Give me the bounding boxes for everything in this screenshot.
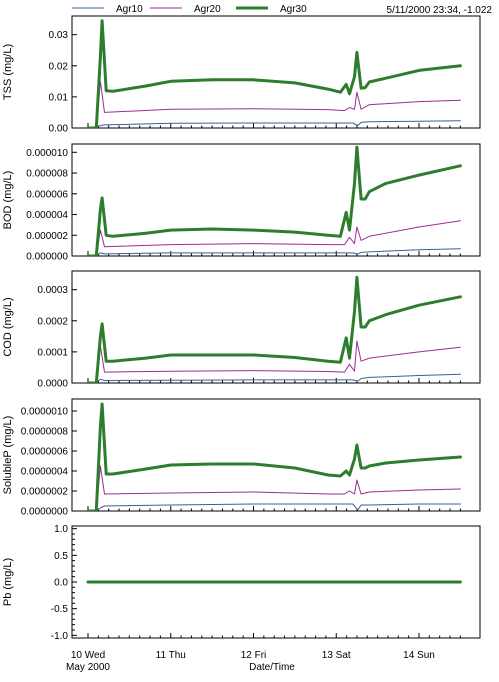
series-line-agr10 (87, 120, 461, 128)
series-line-agr30 (86, 19, 462, 128)
series-line-agr10 (87, 373, 461, 383)
y-tick-label: 0.0000008 (21, 427, 69, 438)
y-tick-label: 0.0000002 (21, 487, 69, 498)
y-tick-label: 0.000002 (26, 231, 68, 242)
y-tick-label: 0.0000006 (21, 447, 69, 458)
y-tick-label: 0.00 (49, 124, 69, 135)
plot-area (71, 143, 481, 257)
series-line-agr30 (86, 275, 462, 383)
chart-panel-3: 0.0000 0.0001 0.0002 0.0003 COD (mg/L) (2, 270, 481, 390)
series-line-agr20 (87, 80, 461, 128)
y-tick-label: 0.000010 (26, 148, 68, 159)
series-group (86, 402, 462, 511)
x-tick-label: 14 Sun (403, 650, 435, 661)
chart-panel-5: -1.0 -0.5 0.0 0.5 1.0 Pb (mg/L) (2, 524, 481, 642)
legend-label: Agr30 (280, 4, 307, 15)
chart-panel-4: 0.0000000 0.0000002 0.0000004 0.0000006 0.00… (2, 398, 481, 518)
y-tick-label: 0.0002 (37, 316, 68, 327)
y-tick-label: 0.0003 (37, 285, 68, 296)
legend-label: Agr10 (116, 4, 143, 15)
x-tick-label: 13 Sat (322, 650, 351, 661)
series-line-agr10 (87, 503, 461, 511)
y-axis-label: COD (mg/L) (2, 297, 14, 356)
plot-area (71, 398, 481, 512)
series-group (86, 275, 462, 383)
x-axis-title: Date/Time (249, 662, 295, 673)
y-tick-label: -1.0 (51, 631, 69, 642)
y-tick-label: 0.02 (49, 61, 69, 72)
y-axis-label: SolubleP (mg/L) (2, 416, 14, 495)
y-tick-label: 0.000008 (26, 169, 68, 180)
y-tick-label: 0.0000 (37, 379, 68, 390)
x-tick-label: 12 Fri (241, 650, 267, 661)
y-axis-label: TSS (mg/L) (2, 44, 14, 100)
series-line-agr30 (86, 145, 462, 256)
x-tick-label: 11 Thu (156, 650, 186, 661)
y-tick-label: 0.0000010 (21, 407, 69, 418)
y-tick-label: 0.000000 (26, 252, 68, 263)
legend-item-agr10: Agr10 (72, 4, 143, 15)
chart-panel-1: 0.00 0.01 0.02 0.03 TSS (mg/L) (2, 15, 481, 135)
y-tick-label: 0.5 (54, 551, 68, 562)
y-tick-label: -0.5 (51, 604, 69, 615)
series-line-agr20 (87, 340, 461, 383)
series-group (86, 145, 462, 256)
y-tick-label: 0.0001 (37, 347, 68, 358)
legend-item-agr30: Agr30 (236, 4, 307, 15)
y-tick-label: 0.0000000 (21, 507, 69, 518)
legend-label: Agr20 (194, 4, 221, 15)
chart-panel-2: 0.000000 0.000002 0.000004 0.000006 0.000008… (2, 143, 481, 263)
legend-item-agr20: Agr20 (150, 4, 221, 15)
y-axis-label: Pb (mg/L) (2, 558, 14, 606)
y-tick-label: 0.000004 (26, 210, 68, 221)
series-line-agr20 (87, 465, 461, 511)
y-tick-label: 0.0 (54, 578, 68, 589)
plot-area (71, 270, 481, 384)
y-tick-label: 0.000006 (26, 189, 68, 200)
y-tick-label: 1.0 (54, 524, 68, 535)
series-line-agr20 (87, 220, 461, 256)
cursor-readout: 5/11/2000 23:34, -1.022 (387, 5, 493, 16)
legend: Agr10 Agr20 Agr30 (72, 4, 307, 15)
y-tick-label: 0.03 (49, 30, 69, 41)
series-line-agr10 (87, 248, 461, 256)
x-tick-label: 10 Wed (71, 650, 105, 661)
x-axis-labels: 10 Wed 11 Thu 12 Fri 13 Sat 14 Sun (71, 650, 435, 661)
series-line-agr30 (86, 402, 462, 511)
y-tick-label: 0.01 (49, 92, 69, 103)
series-group (86, 19, 462, 128)
x-axis-sub-label: May 2000 (66, 662, 110, 673)
y-tick-label: 0.0000004 (21, 467, 69, 478)
y-axis-label: BOD (mg/L) (2, 171, 14, 230)
